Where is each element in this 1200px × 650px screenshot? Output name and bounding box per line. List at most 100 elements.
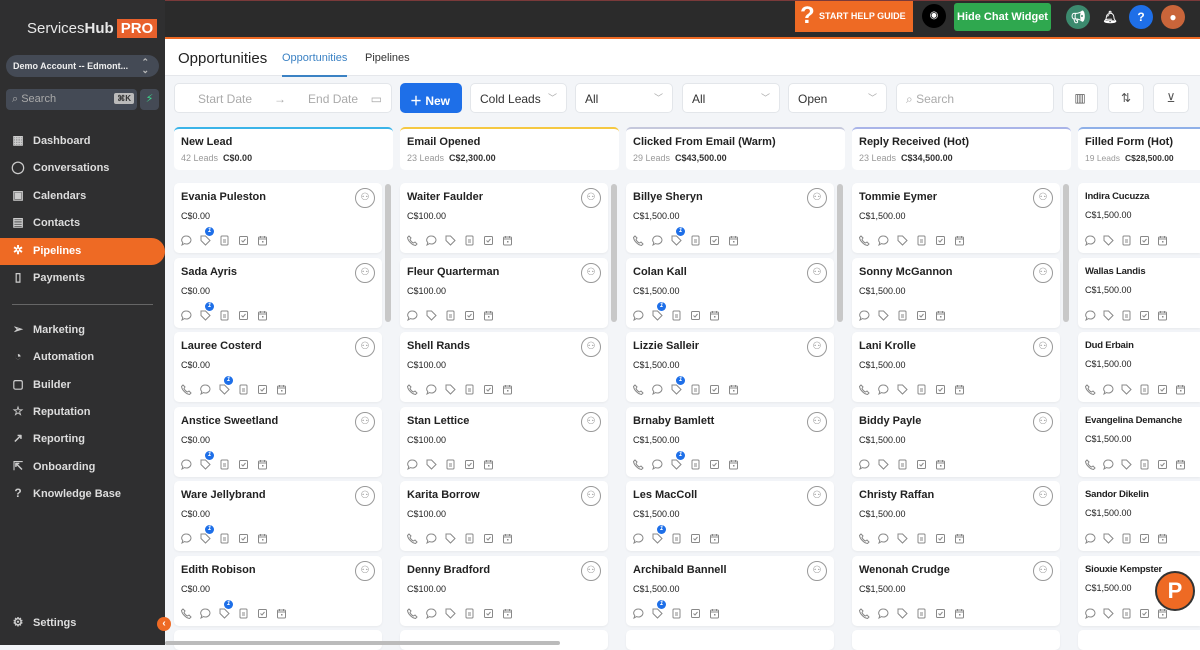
assign-user-icon[interactable]: ⚇ bbox=[355, 262, 375, 283]
tag-icon[interactable]: 1 bbox=[652, 301, 666, 321]
opportunity-card[interactable]: Waiter Faulder C$100.00 ⚇ bbox=[400, 183, 608, 253]
column-scrollbar[interactable] bbox=[1063, 184, 1069, 322]
tag-icon[interactable] bbox=[897, 531, 908, 544]
calendar-icon[interactable] bbox=[257, 233, 268, 246]
phone-icon[interactable] bbox=[406, 233, 418, 247]
calendar-icon[interactable] bbox=[276, 382, 287, 395]
calendar-icon[interactable] bbox=[954, 606, 965, 618]
note-icon[interactable] bbox=[897, 308, 908, 320]
opportunity-card[interactable]: Indira Cucuzza C$1,500.00 bbox=[1078, 183, 1200, 253]
tag-icon[interactable] bbox=[426, 308, 437, 321]
note-icon[interactable] bbox=[916, 233, 927, 246]
assign-user-icon[interactable]: ⚇ bbox=[355, 188, 375, 208]
lightning-icon[interactable]: ⚡︎ bbox=[140, 89, 159, 110]
chat-icon[interactable] bbox=[652, 457, 663, 470]
calendar-icon[interactable] bbox=[1157, 308, 1168, 320]
task-icon[interactable] bbox=[935, 233, 946, 245]
status-select[interactable]: Open ﹀ bbox=[788, 83, 887, 113]
chat-icon[interactable] bbox=[878, 531, 889, 545]
tag-icon[interactable]: 1 bbox=[200, 450, 214, 470]
tag-icon[interactable] bbox=[1121, 457, 1132, 470]
opportunity-card[interactable]: Lauree Costerd C$0.00 ⚇ 1 bbox=[174, 332, 382, 402]
task-icon[interactable] bbox=[1139, 233, 1150, 245]
opportunity-card[interactable]: Wenonah Crudge C$1,500.00 ⚇ bbox=[852, 555, 1060, 626]
assign-user-icon[interactable]: ⚇ bbox=[807, 262, 827, 283]
column-scrollbar[interactable] bbox=[385, 184, 391, 322]
calendar-icon[interactable] bbox=[954, 531, 965, 544]
calendar-icon[interactable] bbox=[709, 606, 720, 618]
tag-icon[interactable] bbox=[897, 382, 908, 395]
calendar-icon[interactable] bbox=[502, 531, 513, 544]
task-icon[interactable] bbox=[916, 457, 927, 469]
chat-icon[interactable] bbox=[181, 308, 192, 321]
opportunity-card[interactable]: Biddy Payle C$1,500.00 ⚇ bbox=[852, 406, 1060, 477]
task-icon[interactable] bbox=[483, 382, 494, 394]
calendar-icon[interactable] bbox=[257, 531, 268, 544]
tag-icon[interactable] bbox=[1103, 308, 1114, 321]
tag-icon[interactable]: 1 bbox=[671, 227, 685, 246]
calendar-icon[interactable] bbox=[483, 308, 494, 320]
task-icon[interactable] bbox=[257, 382, 268, 394]
task-icon[interactable] bbox=[238, 457, 249, 469]
columns-view-button[interactable]: ▥ bbox=[1062, 83, 1098, 113]
opportunity-card[interactable] bbox=[626, 630, 834, 650]
note-icon[interactable] bbox=[1121, 531, 1132, 544]
task-icon[interactable] bbox=[1139, 606, 1150, 618]
task-icon[interactable] bbox=[709, 457, 720, 469]
sidebar-item-reporting[interactable]: ↗ Reporting bbox=[0, 426, 165, 453]
calendar-icon[interactable] bbox=[257, 308, 268, 320]
assign-user-icon[interactable]: ⚇ bbox=[355, 411, 375, 432]
note-icon[interactable] bbox=[1139, 382, 1150, 395]
note-icon[interactable] bbox=[219, 308, 230, 320]
tag-icon[interactable]: 1 bbox=[652, 599, 666, 619]
phone-icon[interactable] bbox=[180, 382, 192, 396]
note-icon[interactable] bbox=[916, 382, 927, 395]
opportunity-card[interactable]: Denny Bradford C$100.00 ⚇ bbox=[400, 555, 608, 626]
calendar-icon[interactable] bbox=[276, 606, 287, 618]
calendar-icon[interactable] bbox=[502, 382, 513, 395]
calendar-icon[interactable] bbox=[502, 233, 513, 246]
chat-icon[interactable] bbox=[859, 457, 870, 470]
phone-icon[interactable] bbox=[406, 382, 418, 396]
new-button[interactable]: ＋ New bbox=[400, 83, 462, 113]
chat-icon[interactable] bbox=[652, 382, 663, 396]
task-icon[interactable] bbox=[238, 308, 249, 320]
task-icon[interactable] bbox=[690, 531, 701, 543]
date-range-picker[interactable]: Start Date → End Date ▭ bbox=[174, 83, 392, 113]
calendar-icon[interactable] bbox=[728, 382, 739, 395]
assign-user-icon[interactable]: ⚇ bbox=[581, 188, 601, 208]
opportunity-card[interactable]: Stan Lettice C$100.00 ⚇ bbox=[400, 406, 608, 477]
opportunity-card[interactable]: Colan Kall C$1,500.00 ⚇ 1 bbox=[626, 257, 834, 328]
chat-icon[interactable] bbox=[426, 233, 437, 247]
task-icon[interactable] bbox=[464, 457, 475, 469]
task-icon[interactable] bbox=[483, 606, 494, 618]
note-icon[interactable] bbox=[445, 457, 456, 469]
tag-icon[interactable] bbox=[1103, 606, 1114, 619]
tab-opportunities[interactable]: Opportunities bbox=[282, 52, 348, 77]
tag-icon[interactable]: 1 bbox=[200, 301, 214, 321]
tag-icon[interactable] bbox=[1103, 233, 1114, 246]
calendar-icon[interactable] bbox=[935, 308, 946, 320]
column-scrollbar[interactable] bbox=[611, 184, 617, 322]
calendar-icon[interactable] bbox=[954, 382, 965, 395]
phone-icon[interactable] bbox=[858, 382, 870, 396]
tag-icon[interactable] bbox=[445, 531, 456, 544]
task-icon[interactable] bbox=[238, 233, 249, 245]
task-icon[interactable] bbox=[483, 233, 494, 245]
phone-icon[interactable] bbox=[858, 606, 870, 619]
assign-user-icon[interactable]: ⚇ bbox=[355, 486, 375, 506]
task-icon[interactable] bbox=[709, 382, 720, 394]
sidebar-item-knowledge-base[interactable]: ? Knowledge Base bbox=[0, 481, 165, 508]
opportunity-card[interactable]: Sandor Dikelin C$1,500.00 bbox=[1078, 481, 1200, 551]
pipeline-select[interactable]: Cold Leads ﹀ bbox=[470, 83, 567, 113]
calendar-icon[interactable] bbox=[257, 457, 268, 469]
sidebar-item-onboarding[interactable]: ⇱ Onboarding bbox=[0, 454, 165, 481]
tag-icon[interactable]: 1 bbox=[219, 376, 233, 395]
sidebar-item-dashboard[interactable]: ▦ Dashboard bbox=[0, 128, 165, 155]
note-icon[interactable] bbox=[464, 606, 475, 618]
sidebar-item-marketing[interactable]: ➢ Marketing bbox=[0, 317, 165, 344]
tag-icon[interactable] bbox=[445, 382, 456, 395]
calendar-icon[interactable] bbox=[502, 606, 513, 618]
assign-user-icon[interactable]: ⚇ bbox=[1033, 188, 1053, 208]
note-icon[interactable] bbox=[1121, 308, 1132, 320]
